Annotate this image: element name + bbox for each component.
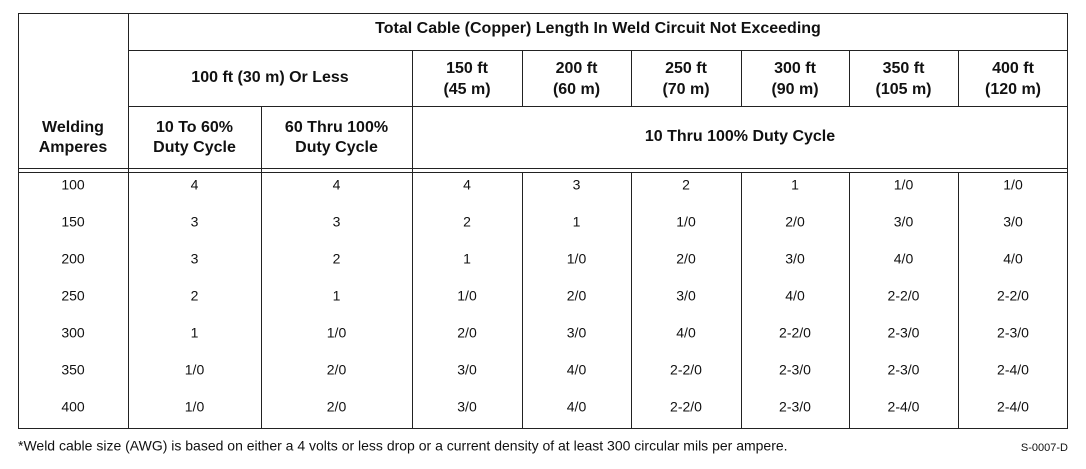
cable-size: 4 <box>463 177 471 193</box>
cable-size: 2-2/0 <box>997 288 1029 304</box>
length-header: 300 ft <box>774 60 816 77</box>
length-header: 350 ft <box>883 60 925 77</box>
cable-size: 2/0 <box>785 214 805 230</box>
length-header: (60 m) <box>553 81 600 98</box>
cable-size: 3/0 <box>457 399 477 415</box>
amperes: 250 <box>61 288 85 304</box>
cable-size: 2/0 <box>327 362 347 378</box>
cable-size: 2-3/0 <box>888 325 920 341</box>
length-header: 200 ft <box>556 60 598 77</box>
cable-size: 2/0 <box>327 399 347 415</box>
cable-size: 2 <box>191 288 199 304</box>
amperes: 100 <box>61 177 85 193</box>
row-title: Amperes <box>39 139 108 156</box>
cable-size: 3 <box>191 251 199 267</box>
cable-size: 4 <box>191 177 199 193</box>
cable-size: 3/0 <box>785 251 805 267</box>
cable-size: 2-3/0 <box>779 399 811 415</box>
cable-size: 3/0 <box>567 325 587 341</box>
row-title: Welding <box>42 119 104 136</box>
length-header: (90 m) <box>771 81 818 98</box>
length-header: (120 m) <box>985 81 1041 98</box>
cable-size: 4 <box>333 177 341 193</box>
duty-header: 10 To 60% <box>156 119 233 136</box>
cable-size: 2-3/0 <box>779 362 811 378</box>
amperes: 300 <box>61 325 85 341</box>
cable-size: 1 <box>333 288 341 304</box>
cable-size: 4/0 <box>894 251 914 267</box>
cable-size: 2/0 <box>567 288 587 304</box>
cable-size: 1 <box>573 214 581 230</box>
table-title: Total Cable (Copper) Length In Weld Circ… <box>375 20 821 37</box>
cable-size: 2-2/0 <box>670 362 702 378</box>
amperes: 150 <box>61 214 85 230</box>
cable-size: 1/0 <box>676 214 696 230</box>
cable-size: 2 <box>463 214 471 230</box>
rules <box>522 50 959 428</box>
cable-size: 2-4/0 <box>888 399 920 415</box>
cable-size: 1 <box>791 177 799 193</box>
duty-header: 10 Thru 100% Duty Cycle <box>645 128 835 145</box>
cable-size: 3 <box>333 214 341 230</box>
cable-size: 3/0 <box>894 214 914 230</box>
cable-size: 2/0 <box>676 251 696 267</box>
cable-size: 4/0 <box>1003 251 1023 267</box>
cable-size: 1/0 <box>457 288 477 304</box>
cable-size: 2-4/0 <box>997 362 1029 378</box>
cable-size: 1 <box>463 251 471 267</box>
table-border <box>18 13 1068 429</box>
cable-size: 3 <box>573 177 581 193</box>
amperes: 200 <box>61 251 85 267</box>
cable-size: 2/0 <box>457 325 477 341</box>
cable-size: 1/0 <box>185 362 205 378</box>
cable-size: 2-3/0 <box>888 362 920 378</box>
code: S-0007-D <box>1021 442 1068 454</box>
duty-header: Duty Cycle <box>295 139 378 156</box>
length-header: (70 m) <box>662 81 709 98</box>
cable-size: 4/0 <box>567 399 587 415</box>
cable-size: 2 <box>682 177 690 193</box>
cable-size: 4/0 <box>785 288 805 304</box>
cable-size: 1/0 <box>327 325 347 341</box>
amperes: 350 <box>61 362 85 378</box>
cable-size: 2-2/0 <box>779 325 811 341</box>
cable-size: 1/0 <box>185 399 205 415</box>
cable-size: 2-2/0 <box>670 399 702 415</box>
cable-size: 2-4/0 <box>997 399 1029 415</box>
length-header: 400 ft <box>992 60 1034 77</box>
length-header: (45 m) <box>443 81 490 98</box>
group-header: 100 ft (30 m) Or Less <box>191 69 349 86</box>
cable-size: 3/0 <box>1003 214 1023 230</box>
length-header: 150 ft <box>446 60 488 77</box>
cable-size: 1/0 <box>894 177 914 193</box>
cable-size: 2 <box>333 251 341 267</box>
length-header: 250 ft <box>665 60 707 77</box>
cable-size: 3/0 <box>457 362 477 378</box>
amperes: 400 <box>61 399 85 415</box>
cable-size: 1 <box>191 325 199 341</box>
duty-header: Duty Cycle <box>153 139 236 156</box>
cable-size: 4/0 <box>676 325 696 341</box>
cable-size: 1/0 <box>567 251 587 267</box>
cable-size: 2-2/0 <box>888 288 920 304</box>
cable-size: 3 <box>191 214 199 230</box>
footnote: *Weld cable size (AWG) is based on eithe… <box>18 438 788 454</box>
cable-size: 2-3/0 <box>997 325 1029 341</box>
length-header: (105 m) <box>875 81 931 98</box>
cable-size: 4/0 <box>567 362 587 378</box>
cable-size: 3/0 <box>676 288 696 304</box>
duty-header: 60 Thru 100% <box>285 119 388 136</box>
cable-size: 1/0 <box>1003 177 1023 193</box>
